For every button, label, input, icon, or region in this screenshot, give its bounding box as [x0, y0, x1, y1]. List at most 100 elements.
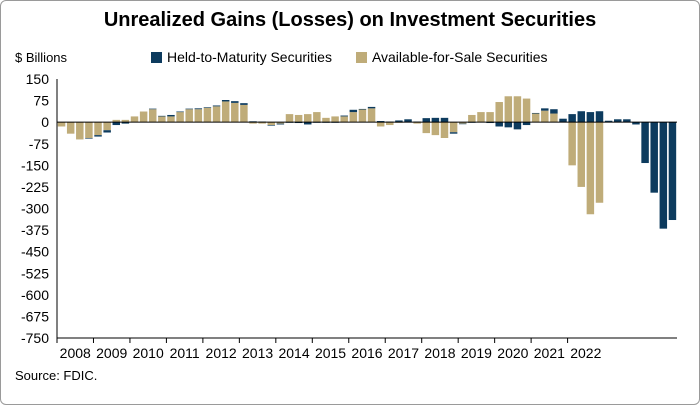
bar-htm [659, 122, 668, 229]
bar-htm [650, 122, 658, 193]
bar-htm [176, 111, 184, 113]
bar-htm [185, 108, 193, 110]
bar-htm [112, 122, 121, 126]
bar-htm [459, 123, 467, 125]
bar-afs [76, 122, 84, 140]
x-tick-label: 2020 [497, 345, 528, 361]
bar-afs [304, 114, 312, 123]
bar-htm [349, 109, 358, 113]
y-tick-label: -525 [21, 265, 49, 281]
bar-afs [267, 122, 276, 126]
bar-htm [149, 108, 157, 110]
x-tick-label: 2011 [170, 345, 200, 361]
x-tick-label: 2009 [96, 345, 127, 361]
bar-afs [231, 102, 239, 123]
legend: Held-to-Maturity Securities Available-fo… [151, 49, 572, 65]
legend-item-htm: Held-to-Maturity Securities [151, 49, 332, 65]
x-tick-label: 2013 [242, 345, 273, 361]
chart-title: Unrealized Gains (Losses) on Investment … [103, 9, 597, 31]
y-tick-label: -375 [21, 222, 49, 238]
bar-afs [358, 109, 367, 123]
x-tick-label: 2018 [424, 345, 455, 361]
bar-afs [121, 119, 130, 123]
bar-htm [550, 109, 558, 114]
bar-htm [94, 135, 102, 137]
bar-htm [531, 112, 540, 114]
bar-afs [459, 122, 467, 124]
y-tick-label: 150 [26, 71, 50, 87]
bar-htm [559, 118, 567, 123]
bar-htm [404, 119, 412, 123]
bar-afs [513, 96, 522, 123]
bar-afs [249, 122, 257, 124]
bar-htm [513, 122, 522, 130]
bar-afs [595, 122, 604, 203]
bar-afs [57, 122, 66, 127]
bar-htm [212, 105, 221, 107]
bar-htm [103, 130, 111, 133]
bar-htm [522, 122, 531, 126]
y-axis-unit-label: $ Billions [15, 50, 68, 65]
bar-afs [340, 116, 348, 123]
bar-afs [586, 122, 595, 215]
bar-htm [395, 120, 403, 123]
y-tick-label: -750 [21, 330, 49, 346]
bar-htm [431, 117, 440, 123]
bar-htm [276, 123, 285, 125]
legend-label-htm: Held-to-Maturity Securities [167, 49, 332, 65]
x-tick-label: 2021 [534, 345, 565, 361]
bar-htm [504, 122, 513, 128]
bar-htm [121, 122, 130, 124]
bar-afs [167, 116, 175, 123]
bar-afs [212, 106, 221, 123]
bar-afs [440, 122, 449, 138]
bar-htm [367, 106, 376, 109]
bar-afs [568, 122, 576, 166]
y-tick-label: -450 [21, 244, 49, 260]
bar-afs [386, 122, 394, 126]
bar-afs [413, 122, 421, 124]
bar-htm [632, 122, 640, 125]
bar-afs [495, 102, 503, 123]
bar-afs [103, 122, 111, 131]
x-tick-label: 2010 [133, 345, 164, 361]
bar-htm [203, 107, 212, 108]
bar-afs [130, 116, 139, 123]
bar-htm [422, 118, 431, 123]
bar-htm [568, 114, 576, 123]
bar-afs [322, 117, 330, 123]
bar-afs [504, 96, 513, 123]
bar-htm [586, 112, 595, 123]
bar-afs [331, 116, 339, 123]
y-tick-label: -300 [21, 201, 49, 217]
bar-afs [531, 113, 540, 123]
bar-htm [304, 122, 312, 125]
y-tick-label: -75 [29, 136, 49, 152]
y-tick-label: 75 [33, 93, 49, 109]
bar-htm [614, 119, 622, 123]
y-tick-label: -600 [21, 287, 49, 303]
bar-htm [440, 117, 449, 123]
bar-afs [449, 122, 458, 133]
x-tick-label: 2012 [206, 345, 237, 361]
bar-afs [376, 122, 385, 127]
y-tick-label: 0 [41, 114, 49, 130]
bar-htm [604, 120, 613, 123]
x-tick-label: 2016 [351, 345, 382, 361]
bar-afs [541, 110, 549, 123]
bar-afs [294, 114, 303, 123]
x-tick-label: 2019 [461, 345, 492, 361]
bar-afs [313, 112, 321, 123]
bar-htm [358, 108, 367, 110]
y-tick-label: -150 [21, 157, 49, 173]
bar-afs [158, 116, 166, 123]
bar-afs [477, 112, 485, 123]
bar-afs [240, 104, 248, 123]
bar-htm [623, 119, 631, 123]
bar-afs [486, 112, 494, 123]
bar-afs [66, 122, 75, 134]
bar-htm [158, 115, 166, 117]
legend-item-afs: Available-for-Sale Securities [355, 49, 548, 65]
